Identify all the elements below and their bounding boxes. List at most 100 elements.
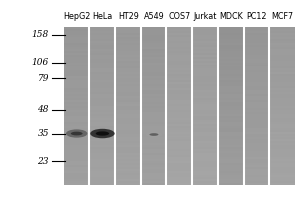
Bar — [90, 68, 114, 70]
Bar — [64, 80, 89, 82]
Bar — [270, 159, 295, 161]
Bar — [270, 45, 295, 47]
Bar — [218, 82, 243, 84]
Bar — [193, 149, 217, 151]
Bar — [167, 72, 192, 74]
Bar — [193, 157, 217, 159]
Bar — [90, 63, 114, 64]
Bar — [90, 78, 114, 80]
Bar — [115, 59, 140, 61]
Bar — [270, 149, 295, 151]
Bar — [270, 39, 295, 41]
Bar — [193, 94, 217, 96]
Bar — [90, 179, 114, 181]
Bar — [244, 120, 269, 122]
Bar — [115, 161, 140, 163]
Bar — [64, 145, 89, 147]
Bar — [244, 57, 269, 59]
Bar — [90, 35, 114, 37]
Bar — [270, 175, 295, 177]
Bar — [64, 76, 89, 78]
Bar — [115, 175, 140, 177]
Bar — [115, 72, 140, 74]
Bar — [218, 153, 243, 155]
Bar — [218, 84, 243, 86]
Bar — [270, 181, 295, 183]
Text: MCF7: MCF7 — [272, 12, 294, 21]
Bar — [141, 96, 166, 98]
Bar — [141, 136, 166, 137]
Bar — [244, 137, 269, 139]
Bar — [193, 136, 217, 137]
Bar — [141, 171, 166, 173]
Bar — [115, 183, 140, 185]
Bar — [64, 51, 89, 53]
Bar — [167, 112, 192, 114]
Bar — [90, 98, 114, 100]
Bar — [141, 37, 166, 39]
Bar — [218, 161, 243, 163]
Bar — [115, 35, 140, 37]
Bar — [90, 43, 114, 45]
Bar — [193, 59, 217, 61]
Bar — [193, 68, 217, 70]
Bar — [64, 155, 89, 157]
Bar — [167, 124, 192, 126]
Bar — [270, 57, 295, 59]
Bar — [270, 100, 295, 102]
Bar — [141, 82, 166, 84]
Bar — [244, 104, 269, 106]
Bar — [64, 114, 89, 116]
Bar — [218, 74, 243, 76]
Bar — [64, 112, 89, 114]
Bar — [90, 124, 114, 126]
Bar — [167, 130, 192, 132]
Bar — [115, 155, 140, 157]
Bar — [193, 74, 217, 76]
Bar — [193, 161, 217, 163]
Bar — [167, 181, 192, 183]
Bar — [115, 96, 140, 98]
Bar — [115, 29, 140, 31]
Bar — [64, 45, 89, 47]
Bar — [90, 177, 114, 179]
Bar — [244, 165, 269, 167]
Bar — [270, 118, 295, 120]
Bar — [90, 155, 114, 157]
Bar — [244, 47, 269, 49]
Bar — [193, 80, 217, 82]
Text: HepG2: HepG2 — [63, 12, 90, 21]
Bar — [167, 29, 192, 31]
Bar — [115, 98, 140, 100]
Bar — [244, 149, 269, 151]
Bar — [244, 33, 269, 35]
Bar — [218, 179, 243, 181]
Bar — [167, 136, 192, 137]
Bar — [218, 35, 243, 37]
Bar — [167, 43, 192, 45]
Bar — [64, 122, 89, 124]
Bar — [141, 78, 166, 80]
Bar — [167, 70, 192, 72]
Bar — [64, 120, 89, 122]
Bar — [141, 159, 166, 161]
Bar — [115, 88, 140, 90]
Bar — [167, 173, 192, 175]
Bar — [115, 82, 140, 84]
Bar — [218, 78, 243, 80]
Bar — [90, 104, 114, 106]
Bar — [218, 177, 243, 179]
Bar — [270, 61, 295, 63]
Bar — [141, 57, 166, 59]
Bar — [90, 114, 114, 116]
Bar — [115, 139, 140, 141]
Bar — [244, 70, 269, 72]
Bar — [270, 110, 295, 112]
Bar — [141, 132, 166, 134]
Bar — [64, 41, 89, 43]
Bar — [141, 157, 166, 159]
Bar — [167, 78, 192, 80]
Bar — [167, 177, 192, 179]
Bar — [244, 112, 269, 114]
Bar — [244, 151, 269, 153]
